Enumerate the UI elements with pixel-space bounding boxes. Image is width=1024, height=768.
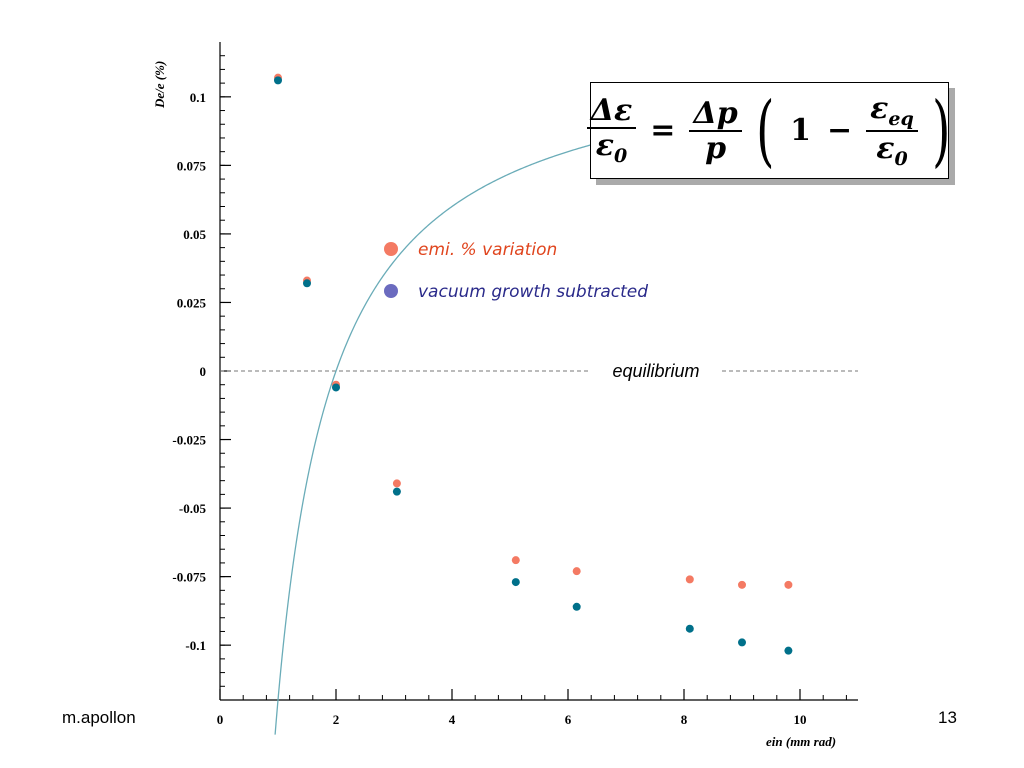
formula-box: Δε ε0 = Δp p ( 1 − εeq ε0 )	[586, 82, 951, 179]
y-tick-label: 0	[200, 364, 207, 379]
subtracted-point	[303, 279, 311, 288]
subtracted-point	[332, 383, 340, 392]
y-tick-label: -0.05	[179, 501, 207, 516]
y-tick-label: -0.1	[185, 638, 206, 653]
equilibrium-line-group: equilibrium	[220, 361, 858, 381]
subtracted-point	[685, 624, 694, 633]
inner-den-subscript: 0	[894, 147, 908, 170]
rhs-numerator: Δp	[689, 97, 742, 132]
x-tick-label: 8	[681, 712, 688, 727]
minus-sign: −	[827, 113, 853, 148]
inner-fraction: εeq ε0	[866, 92, 918, 170]
inner-denominator: ε0	[872, 132, 911, 170]
lhs-den-symbol: ε	[595, 128, 615, 164]
y-tick-label: 0.025	[177, 295, 207, 310]
lhs-den-subscript: 0	[614, 145, 628, 168]
fit-curve-group	[274, 101, 858, 735]
y-tick-label: 0.075	[177, 158, 207, 173]
inner-num-subscript: eq	[888, 107, 914, 130]
one-symbol: 1	[790, 113, 812, 148]
equilibrium-label: equilibrium	[612, 361, 699, 381]
fit-curve	[274, 101, 858, 735]
legend-marker-variation	[384, 242, 398, 256]
footer-page-number: 13	[938, 708, 957, 727]
inner-numerator: εeq	[866, 92, 918, 132]
x-tick-label: 6	[565, 712, 572, 727]
x-tick-label: 4	[449, 712, 456, 727]
subtracted-point	[511, 578, 520, 587]
right-paren: )	[931, 85, 951, 176]
x-tick-label: 0	[217, 712, 224, 727]
y-tick-label: -0.075	[172, 570, 206, 585]
data-points	[274, 73, 793, 655]
variation-point	[738, 580, 746, 589]
inner-num-symbol: ε	[870, 90, 889, 126]
variation-point	[572, 567, 581, 576]
lhs-fraction: Δε ε0	[586, 94, 637, 167]
subtracted-point	[274, 76, 282, 85]
inner-den-symbol: ε	[876, 130, 895, 166]
variation-point	[511, 556, 520, 565]
chart-legend: emi. % variation vacuum growth subtracted	[384, 240, 648, 302]
legend-label-variation: emi. % variation	[418, 240, 557, 260]
y-tick-label: -0.025	[172, 433, 206, 448]
footer-author: m.apollon	[62, 708, 136, 727]
lhs-numerator: Δε	[586, 94, 637, 130]
variation-point	[392, 479, 401, 488]
x-axis-title: ein (mm rad)	[766, 734, 836, 749]
variation-point	[685, 575, 694, 584]
x-tick-label: 10	[794, 712, 807, 727]
equals-sign: =	[650, 113, 676, 148]
rhs-fraction: Δp p	[689, 97, 742, 166]
rhs-denominator: p	[705, 130, 727, 166]
subtracted-point	[392, 487, 401, 496]
legend-marker-subtracted	[384, 284, 398, 298]
subtracted-point	[572, 602, 581, 611]
chart-ticks: 0 2 4 6 8 100.10.0750.050.0250-0.025-0.05-0.0…	[172, 55, 847, 727]
left-paren: (	[755, 85, 775, 176]
y-tick-label: 0.05	[183, 227, 206, 242]
subtracted-point	[784, 646, 793, 655]
lhs-denominator: ε0	[592, 129, 631, 167]
subtracted-point	[738, 638, 746, 647]
x-tick-label: 2	[333, 712, 340, 727]
legend-label-subtracted: vacuum growth subtracted	[418, 282, 648, 302]
y-axis-title: De/e (%)	[152, 61, 167, 109]
variation-point	[784, 580, 793, 589]
y-tick-label: 0.1	[190, 90, 206, 105]
